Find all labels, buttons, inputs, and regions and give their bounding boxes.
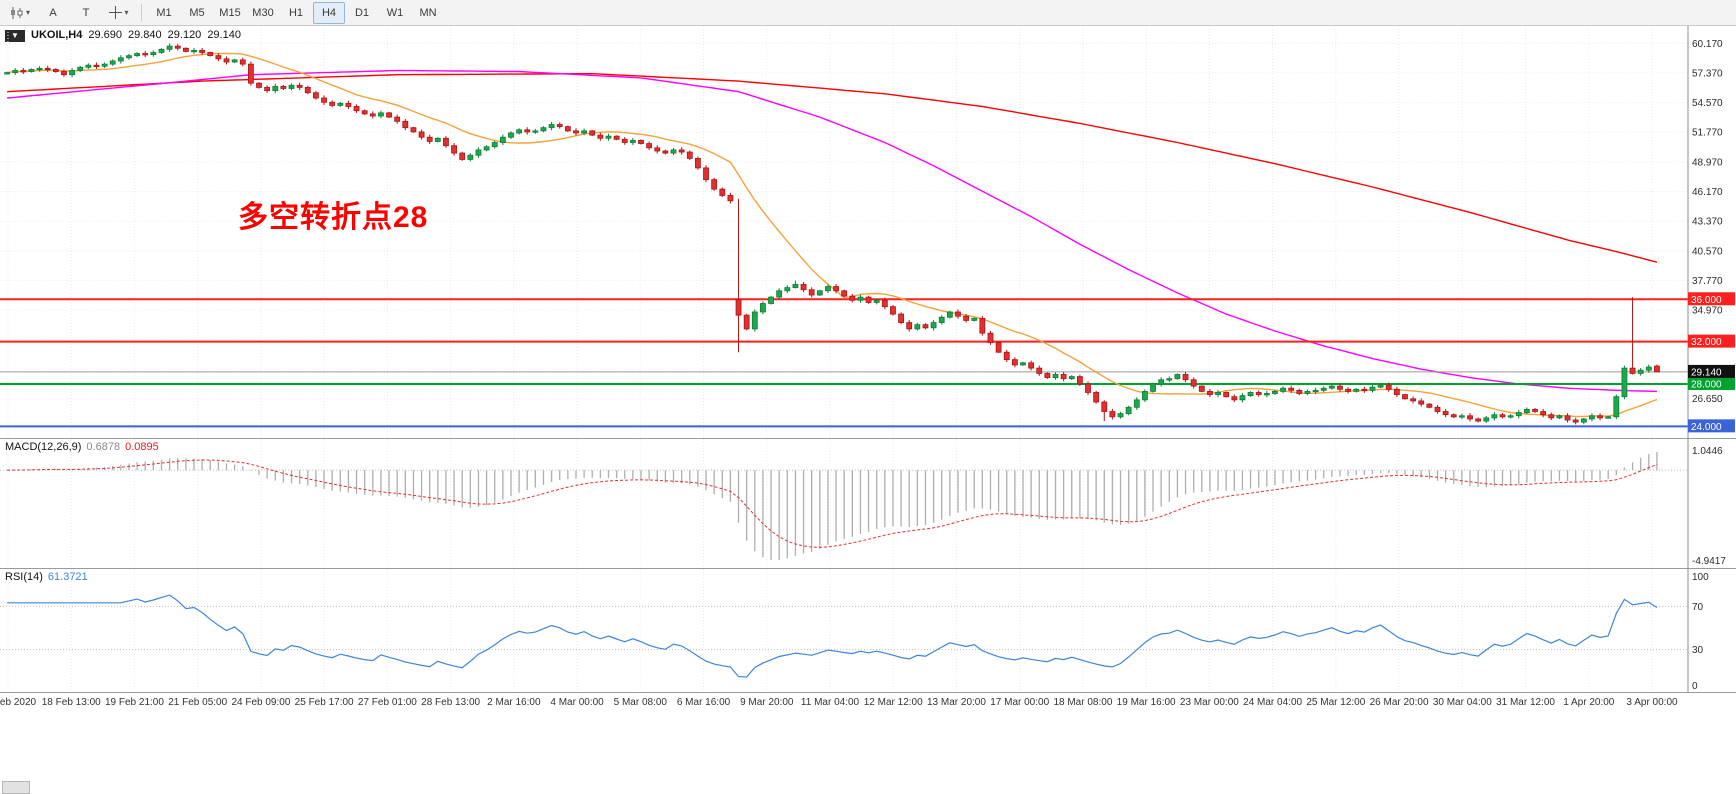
time-label: 18 Mar 08:00 xyxy=(1053,697,1113,708)
svg-text:51.770: 51.770 xyxy=(1692,128,1723,139)
timeframe-m1[interactable]: M1 xyxy=(156,6,172,19)
macd-panel[interactable]: 1.0446 -4.9417 xyxy=(0,438,1736,568)
svg-text:1.0446: 1.0446 xyxy=(1692,446,1723,457)
svg-text:37.770: 37.770 xyxy=(1692,276,1723,287)
timeframe-mn[interactable]: MN xyxy=(419,6,437,19)
svg-text:32.000: 32.000 xyxy=(1691,337,1722,348)
macd-name: MACD(12,26,9) xyxy=(5,441,82,453)
toolbar: ▾ A T ▾ M1 M5 M15 M30 H1 H4 D1 W1 MN xyxy=(0,0,1736,26)
time-label: 27 Feb 01:00 xyxy=(357,697,417,708)
svg-text:0: 0 xyxy=(1692,681,1698,692)
time-label: 31 Mar 12:00 xyxy=(1496,697,1555,708)
one-click-trading-box[interactable]: ▼ xyxy=(5,30,25,42)
time-label: 5 Mar 08:00 xyxy=(613,697,667,708)
svg-text:48.970: 48.970 xyxy=(1692,157,1723,168)
time-label: 6 Mar 16:00 xyxy=(676,697,731,708)
svg-text:26.650: 26.650 xyxy=(1692,394,1723,405)
time-label: 2 Mar 16:00 xyxy=(487,697,541,708)
svg-text:34.970: 34.970 xyxy=(1692,306,1723,317)
time-label: 18 Feb 13:00 xyxy=(41,697,101,708)
time-label: 4 Mar 00:00 xyxy=(550,697,604,708)
time-label: 25 Mar 12:00 xyxy=(1306,697,1366,708)
svg-text:30: 30 xyxy=(1692,645,1704,656)
chart-type-icon[interactable]: ▾ xyxy=(4,2,36,24)
ohlc-open: 29.690 xyxy=(88,29,122,41)
rsi-name: RSI(14) xyxy=(5,571,43,583)
rsi-panel[interactable]: 70 30 100 0 xyxy=(0,568,1736,692)
svg-text:-4.9417: -4.9417 xyxy=(1692,556,1726,567)
macd-signal-value: 0.0895 xyxy=(125,441,159,453)
bottom-strip xyxy=(0,779,1736,794)
time-label: 19 Feb 21:00 xyxy=(104,697,164,708)
timeframe-h1[interactable]: H1 xyxy=(288,6,304,19)
time-label: 26 Mar 20:00 xyxy=(1369,697,1429,708)
timeframe-m30[interactable]: M30 xyxy=(252,6,274,19)
time-label: 30 Mar 04:00 xyxy=(1432,697,1492,708)
timeframe-d1[interactable]: D1 xyxy=(354,6,370,19)
time-label: 24 Mar 04:00 xyxy=(1243,697,1303,708)
time-label: 25 Feb 17:00 xyxy=(294,697,354,708)
cursor-tool-button[interactable]: ▾ xyxy=(103,2,135,24)
ohlc-low: 29.120 xyxy=(167,29,202,41)
timeframe-buttons: M1 M5 M15 M30 H1 H4 D1 W1 MN xyxy=(148,1,444,24)
svg-text:40.570: 40.570 xyxy=(1692,246,1723,257)
time-label: 17 Feb 2020 xyxy=(0,697,37,708)
crosshair-icon xyxy=(109,6,123,19)
toolbar-separator xyxy=(141,4,142,21)
svg-text:28.000: 28.000 xyxy=(1691,379,1722,390)
time-label: 9 Mar 20:00 xyxy=(740,697,794,708)
time-label: 1 Apr 20:00 xyxy=(1563,697,1615,708)
symbol-period: UKOIL,H4 xyxy=(31,29,83,41)
chart-title: UKOIL,H4 29.690 29.840 29.120 29.140 xyxy=(31,29,241,41)
svg-text:57.370: 57.370 xyxy=(1692,68,1723,79)
macd-indicator-label: MACD(12,26,9) 0.6878 0.0895 xyxy=(5,441,159,453)
status-fragment xyxy=(2,781,30,794)
svg-text:54.570: 54.570 xyxy=(1692,98,1723,109)
ohlc-close: 29.140 xyxy=(207,29,241,41)
template-button[interactable]: T xyxy=(82,6,90,19)
time-label: 23 Mar 00:00 xyxy=(1179,697,1239,708)
chevron-down-icon: ▾ xyxy=(124,8,129,17)
time-label: 3 Apr 00:00 xyxy=(1626,697,1678,708)
svg-text:100: 100 xyxy=(1692,572,1709,583)
rsi-indicator-label: RSI(14) 61.3721 xyxy=(5,571,88,583)
annotate-button[interactable]: A xyxy=(49,6,57,19)
time-label: 21 Feb 05:00 xyxy=(168,697,228,708)
timeframe-m5[interactable]: M5 xyxy=(189,6,205,19)
svg-text:36.000: 36.000 xyxy=(1691,295,1722,306)
chart-annotation-text: 多空转折点28 xyxy=(238,201,429,234)
svg-text:43.370: 43.370 xyxy=(1692,217,1723,228)
timeframe-m15[interactable]: M15 xyxy=(219,6,241,19)
svg-text:70: 70 xyxy=(1692,602,1704,613)
rsi-value: 61.3721 xyxy=(47,571,88,583)
price-chart-panel[interactable]: 60.170 57.370 54.570 51.770 48.970 46.170 43.3… xyxy=(0,26,1736,438)
chevron-down-icon: ▾ xyxy=(25,8,30,17)
time-label: 12 Mar 12:00 xyxy=(863,697,923,708)
timeframe-h4[interactable]: H4 xyxy=(313,1,345,24)
time-label: 11 Mar 04:00 xyxy=(800,697,860,708)
time-label: 17 Mar 00:00 xyxy=(990,697,1050,708)
candlestick-icon xyxy=(10,6,23,19)
time-label: 13 Mar 20:00 xyxy=(926,697,986,708)
svg-text:60.170: 60.170 xyxy=(1692,39,1723,50)
time-label: 28 Feb 13:00 xyxy=(421,697,481,708)
timeframe-w1[interactable]: W1 xyxy=(386,6,404,19)
svg-text:46.170: 46.170 xyxy=(1692,187,1723,198)
time-label: 24 Feb 09:00 xyxy=(231,697,291,708)
svg-text:29.140: 29.140 xyxy=(1691,367,1722,378)
macd-main-value: 0.6878 xyxy=(86,441,121,453)
time-label: 19 Mar 16:00 xyxy=(1116,697,1176,708)
svg-text:24.000: 24.000 xyxy=(1691,422,1722,433)
ohlc-high: 29.840 xyxy=(128,29,162,41)
